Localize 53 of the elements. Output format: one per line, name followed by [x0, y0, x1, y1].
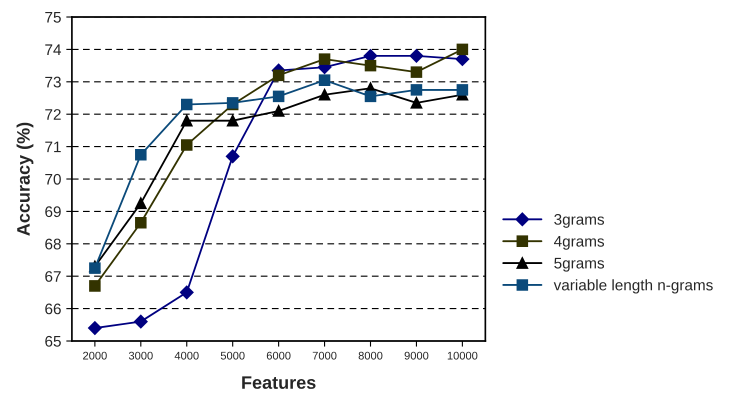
- point: [180, 139, 193, 151]
- x-tick-label: 9000: [404, 352, 428, 360]
- point: [318, 74, 330, 86]
- point: [410, 49, 424, 63]
- legend-label: 3grams: [554, 214, 604, 228]
- point: [272, 105, 284, 117]
- x-tick-label: 5000: [220, 352, 245, 360]
- point: [410, 84, 422, 96]
- point: [135, 198, 147, 210]
- x-tick-label: 6000: [266, 352, 291, 360]
- x-tick-label: 8000: [358, 352, 382, 360]
- y-tick-label: 75: [45, 12, 61, 23]
- legend-label: 5grams: [554, 258, 604, 272]
- point: [135, 148, 147, 160]
- y-tick-label: 67: [45, 271, 61, 282]
- point: [89, 262, 101, 274]
- x-tick-label: 7000: [312, 352, 336, 360]
- point: [272, 90, 284, 102]
- x-tick-label: 2000: [83, 352, 107, 360]
- point: [272, 70, 284, 82]
- y-tick-label: 68: [45, 238, 61, 250]
- point: [89, 280, 101, 292]
- y-tick-label: 70: [45, 174, 61, 185]
- point: [318, 53, 330, 65]
- point: [226, 150, 240, 164]
- point: [410, 97, 422, 109]
- y-tick-label: 74: [45, 44, 62, 55]
- point: [180, 98, 193, 110]
- point: [456, 44, 468, 56]
- point: [134, 314, 148, 328]
- x-tick-label: 4000: [174, 352, 199, 360]
- y-tick-label: 71: [45, 142, 61, 152]
- point: [180, 114, 193, 126]
- legend-label: variable length n-grams: [554, 279, 713, 294]
- y-axis-title: Accuracy (%): [16, 122, 34, 236]
- y-tick-label: 72: [45, 109, 61, 120]
- point: [456, 84, 468, 96]
- y-tick-label: 66: [45, 303, 61, 314]
- legend-label: 4grams: [554, 236, 604, 250]
- y-tick-label: 65: [45, 336, 61, 347]
- point: [226, 114, 238, 126]
- point: [135, 216, 147, 229]
- y-tick-label: 73: [45, 76, 61, 88]
- point: [88, 321, 102, 335]
- point: [318, 89, 330, 101]
- point: [364, 90, 376, 102]
- x-axis-title: Features: [242, 376, 316, 389]
- point: [364, 60, 376, 72]
- x-tick-label: 10000: [448, 352, 478, 360]
- point: [410, 66, 422, 78]
- x-tick-label: 3000: [128, 352, 153, 360]
- point: [180, 286, 194, 300]
- y-tick-label: 69: [45, 206, 61, 218]
